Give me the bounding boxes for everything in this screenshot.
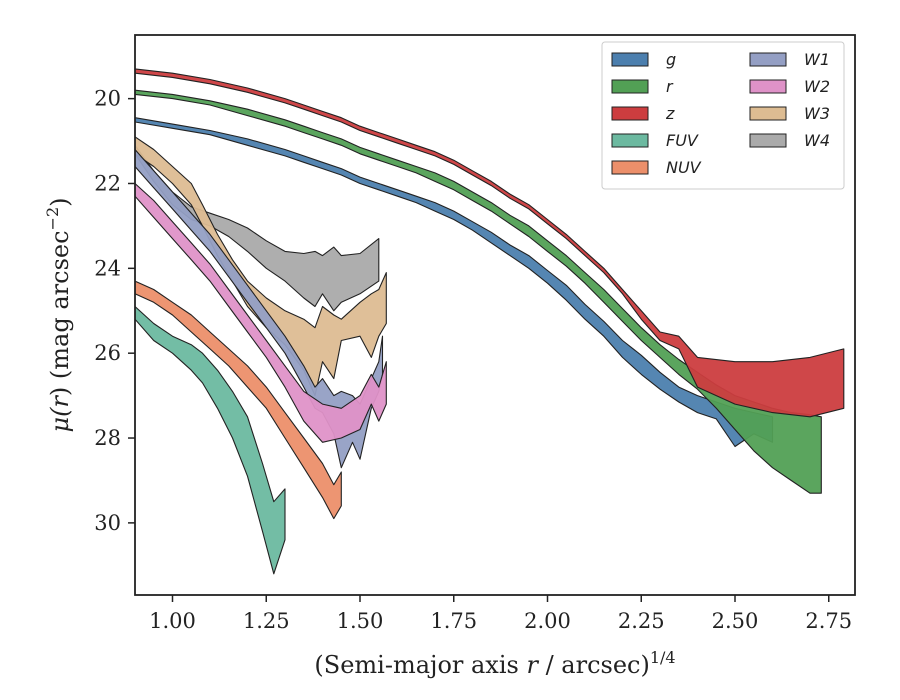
- legend-item-w4: W4: [749, 131, 830, 150]
- legend-swatch: [611, 133, 649, 148]
- data-bands: [135, 68, 845, 575]
- band-w4: [135, 144, 380, 312]
- y-tick-label: 24: [94, 256, 121, 280]
- y-tick-label: 28: [94, 426, 121, 450]
- legend-item-r: r: [611, 77, 674, 96]
- x-tick-label: 1.00: [149, 609, 196, 633]
- x-tick-label: 2.50: [712, 609, 759, 633]
- legend-label: r: [666, 77, 674, 96]
- band-w2: [135, 182, 387, 443]
- plot-frame: [134, 34, 856, 596]
- legend-swatch: [749, 52, 787, 67]
- band-nuv: [135, 280, 342, 520]
- band-z: [135, 68, 845, 418]
- legend-item-fuv: FUV: [611, 131, 699, 150]
- x-tick-label: 2.25: [618, 609, 665, 633]
- y-tick-label: 30: [94, 511, 121, 535]
- legend-label: g: [666, 50, 676, 69]
- x-tick-label: 1.50: [337, 609, 384, 633]
- legend-label: NUV: [666, 158, 702, 177]
- legend-label: z: [665, 104, 675, 123]
- x-tick-label: 1.75: [430, 609, 477, 633]
- y-tick-label: 26: [94, 341, 121, 365]
- legend-item-w2: W2: [749, 77, 830, 96]
- legend-label: W4: [804, 131, 830, 150]
- x-axis-label: (Semi-major axis r / arcsec)1/4: [314, 648, 675, 679]
- legend-swatch: [749, 79, 787, 94]
- y-tick-label: 20: [94, 87, 121, 111]
- legend-item-z: z: [611, 104, 675, 123]
- legend-swatch: [611, 52, 649, 67]
- legend-label: FUV: [666, 131, 699, 150]
- legend-swatch: [749, 106, 787, 121]
- legend-label: W2: [804, 77, 830, 96]
- x-tick-label: 2.75: [805, 609, 852, 633]
- legend-item-w3: W3: [749, 104, 830, 123]
- x-tick-label: 2.00: [524, 609, 571, 633]
- legend: grz FUV NUV W1 W2 W3 W4: [601, 41, 845, 190]
- legend-item-g: g: [611, 50, 676, 69]
- legend-box: [601, 41, 845, 190]
- axis-ticks: 1.00 1.25 1.50 1.75 2.00 2.25 2.50 2.75 20 22 24 26…: [94, 87, 852, 633]
- legend-swatch: [611, 79, 649, 94]
- legend-label: W1: [804, 50, 830, 69]
- legend-swatch: [611, 106, 649, 121]
- legend-swatch: [611, 160, 649, 175]
- legend-item-nuv: NUV: [611, 158, 702, 177]
- x-tick-label: 1.25: [243, 609, 290, 633]
- band-fuv: [135, 305, 286, 575]
- legend-label: W3: [804, 104, 830, 123]
- legend-item-w1: W1: [749, 50, 830, 69]
- y-tick-label: 22: [94, 171, 121, 195]
- legend-swatch: [749, 133, 787, 148]
- band-r: [135, 89, 822, 494]
- y-axis-label: μ(r) (mag arcsec−2): [43, 197, 74, 432]
